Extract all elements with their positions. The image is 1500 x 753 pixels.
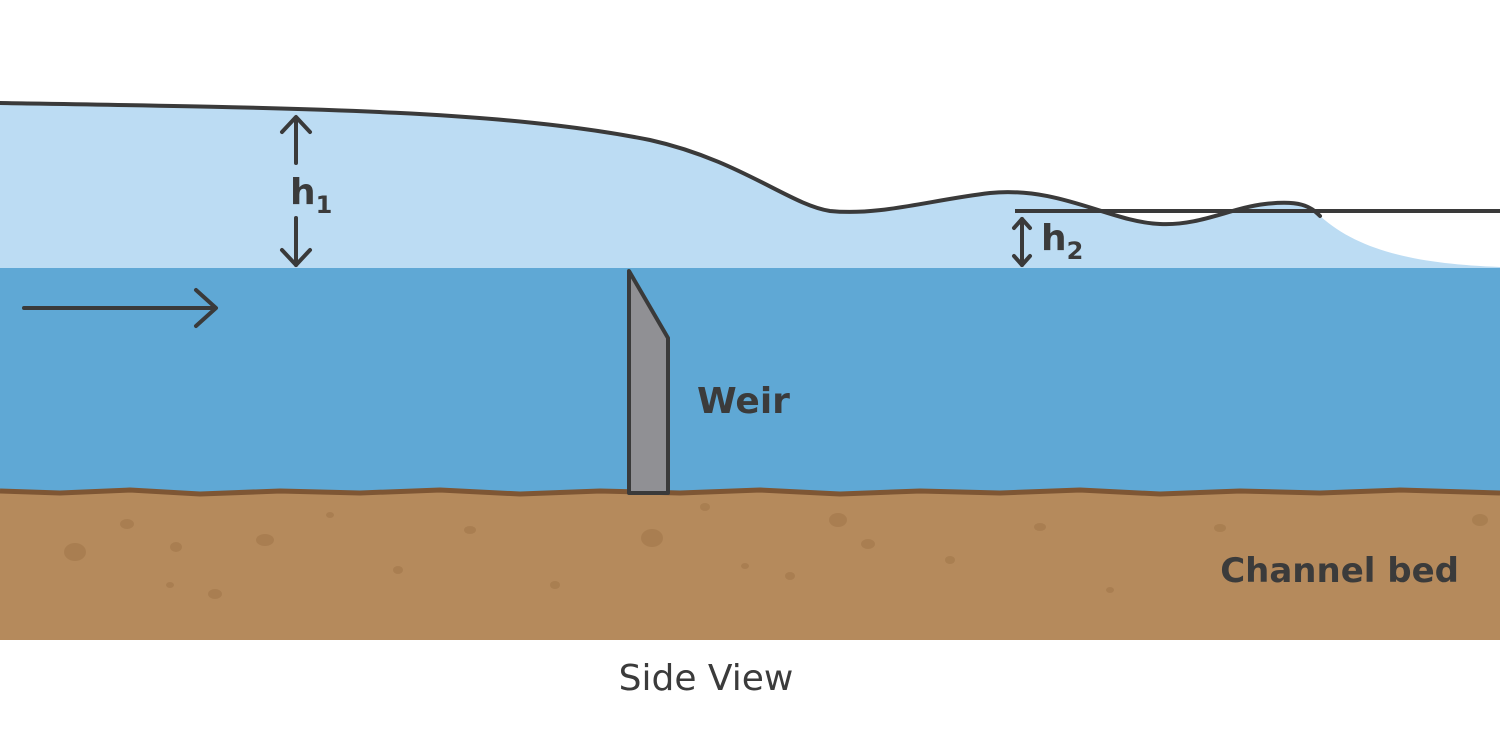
h1-label: h1	[290, 172, 332, 219]
channel-bed-label: Channel bed	[1220, 551, 1459, 591]
deep-water	[0, 268, 1500, 492]
h2-label-base: h	[1041, 218, 1067, 259]
surge-water	[0, 103, 1500, 268]
weir	[627, 269, 670, 495]
channel-bed	[0, 490, 1500, 640]
h2-label: h2	[1041, 218, 1083, 265]
double-headed-vertical-arrow-icon	[280, 115, 312, 267]
surge-surface-line	[0, 101, 1322, 227]
h2-label-subscript: 2	[1067, 237, 1084, 265]
caption: Side View	[619, 658, 794, 699]
double-headed-vertical-arrow-icon	[1012, 217, 1032, 267]
bed-edge	[0, 487, 1500, 497]
bed-texture-specks	[64, 503, 1488, 599]
right-arrow-icon	[22, 288, 218, 328]
weir-label: Weir	[697, 381, 790, 422]
h1-label-subscript: 1	[316, 191, 333, 219]
h1-label-base: h	[290, 172, 316, 213]
